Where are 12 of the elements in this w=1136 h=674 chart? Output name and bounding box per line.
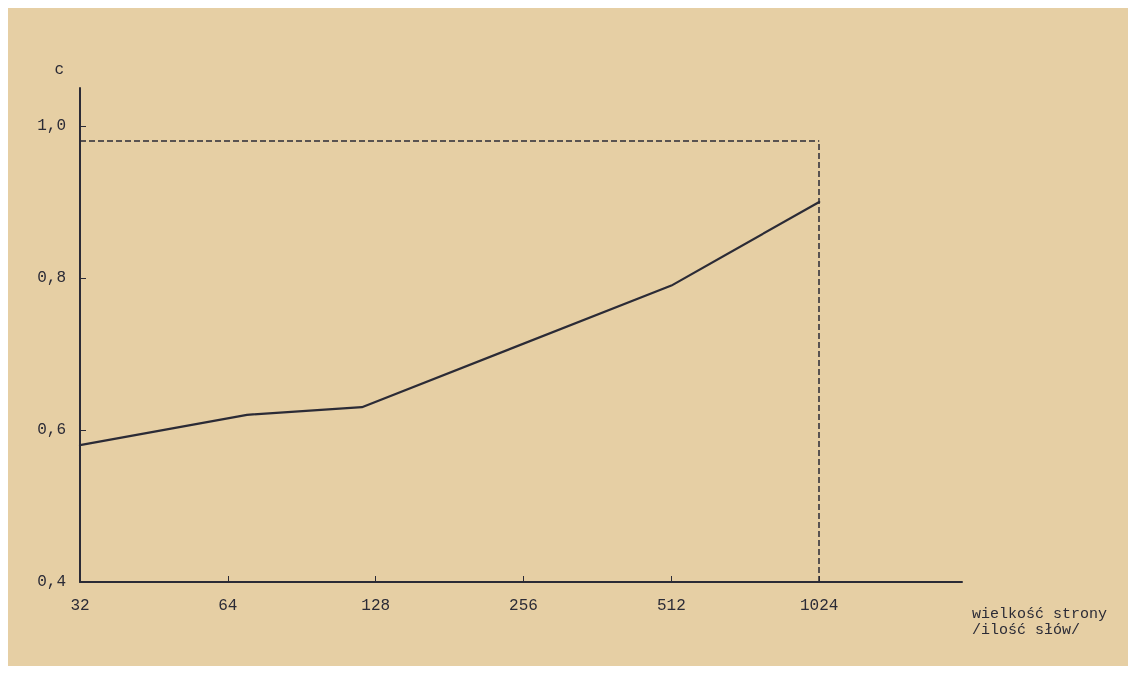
x-tick-label: 64 — [218, 597, 238, 615]
x-axis-title: wielkość strony /ilość słów/ — [972, 605, 1108, 639]
y-tick-label: 0,8 — [37, 269, 66, 287]
x-tick-label: 128 — [361, 597, 391, 615]
x-tick-label: 512 — [656, 597, 686, 615]
y-tick-label: 0,4 — [37, 573, 66, 591]
x-tick-label: 32 — [70, 597, 90, 615]
y-tick-label: 0,6 — [37, 421, 66, 439]
x-tick-label: 256 — [509, 597, 538, 615]
x-tick-label: 1024 — [800, 597, 839, 615]
y-axis-title: c — [54, 61, 64, 79]
y-tick-label: 1,0 — [37, 117, 66, 135]
